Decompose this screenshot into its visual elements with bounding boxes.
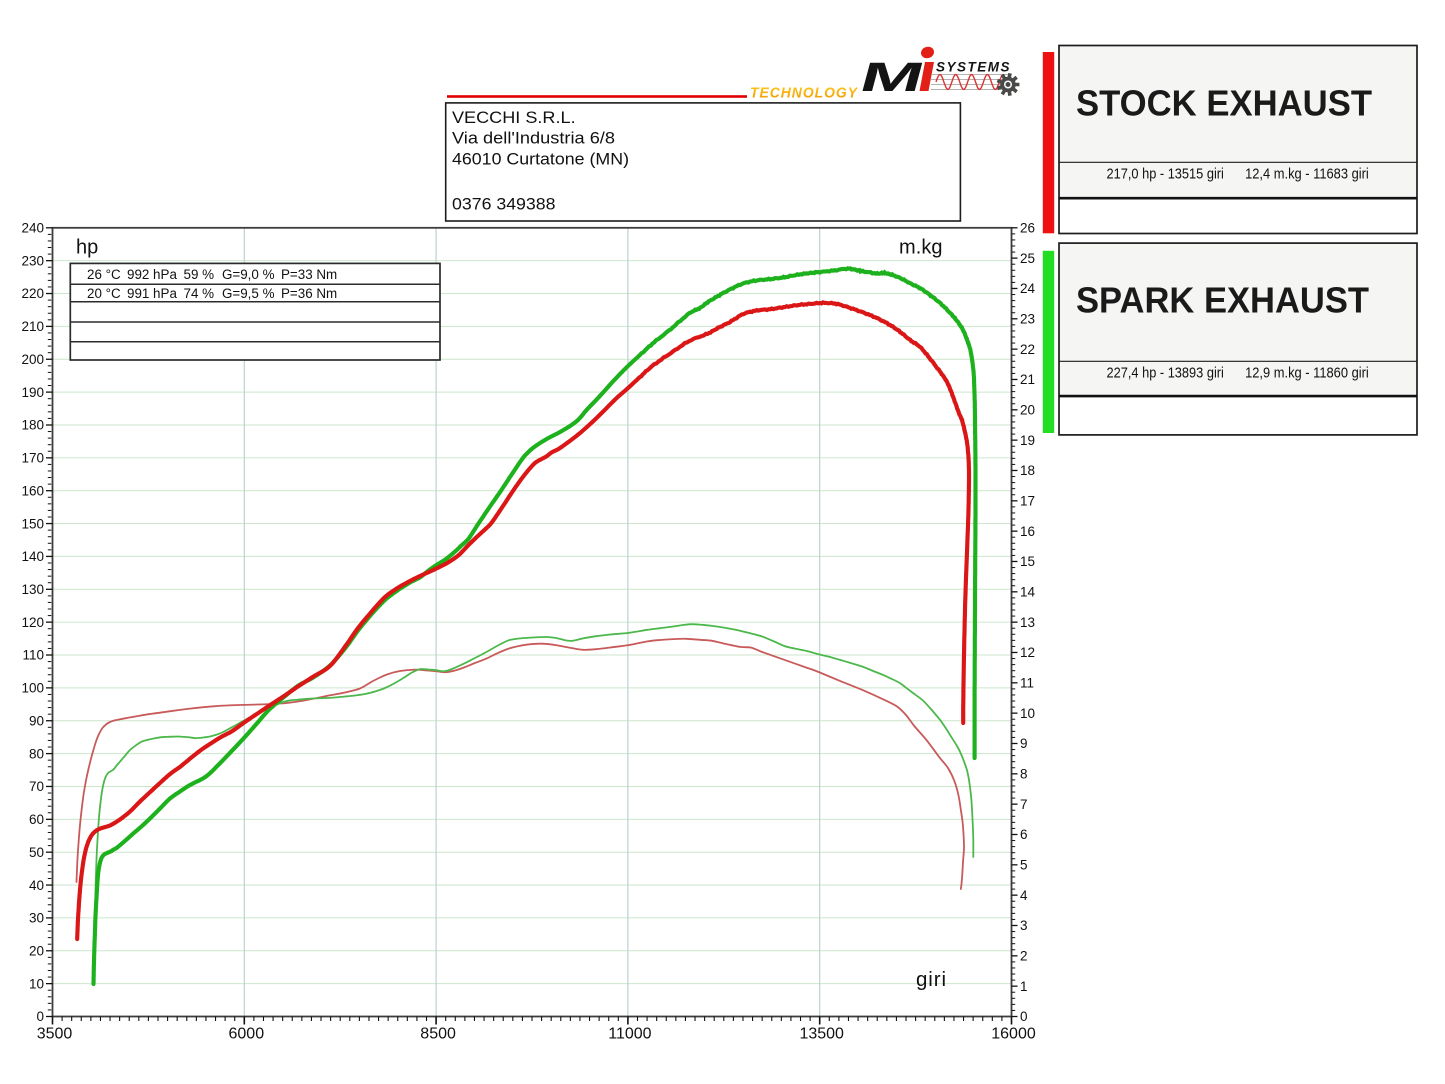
- svg-text:190: 190: [21, 385, 44, 400]
- svg-text:M: M: [855, 54, 929, 100]
- svg-text:240: 240: [21, 221, 44, 236]
- svg-text:P=36 Nm: P=36 Nm: [281, 286, 337, 301]
- svg-text:992 hPa: 992 hPa: [127, 267, 177, 282]
- svg-text:80: 80: [29, 746, 44, 761]
- svg-text:130: 130: [21, 582, 44, 597]
- svg-text:20: 20: [29, 944, 44, 959]
- svg-text:30: 30: [29, 911, 44, 926]
- svg-text:14: 14: [1020, 585, 1036, 600]
- svg-text:12: 12: [1020, 645, 1035, 660]
- svg-text:0: 0: [1020, 1009, 1028, 1024]
- svg-text:40: 40: [29, 878, 44, 893]
- svg-text:160: 160: [21, 483, 44, 498]
- svg-text:3500: 3500: [37, 1026, 73, 1043]
- svg-text:100: 100: [21, 681, 44, 696]
- svg-text:110: 110: [22, 648, 44, 663]
- svg-text:180: 180: [21, 418, 44, 433]
- svg-text:19: 19: [1020, 433, 1035, 448]
- svg-text:10: 10: [1020, 706, 1035, 721]
- svg-text:11: 11: [1020, 676, 1034, 691]
- svg-text:G=9,0 %: G=9,0 %: [222, 267, 275, 282]
- svg-text:220: 220: [21, 286, 44, 301]
- svg-text:12,4 m.kg - 11683 giri: 12,4 m.kg - 11683 giri: [1245, 167, 1369, 183]
- svg-text:18: 18: [1020, 463, 1035, 478]
- svg-text:25: 25: [1020, 251, 1035, 266]
- svg-text:24: 24: [1020, 281, 1036, 296]
- svg-text:P=33 Nm: P=33 Nm: [281, 267, 337, 282]
- svg-text:26 °C: 26 °C: [87, 267, 121, 282]
- svg-text:170: 170: [21, 451, 44, 466]
- svg-text:16: 16: [1020, 524, 1035, 539]
- svg-text:9: 9: [1020, 736, 1028, 751]
- svg-text:20: 20: [1020, 403, 1035, 418]
- svg-text:70: 70: [29, 779, 44, 794]
- svg-text:140: 140: [21, 549, 44, 564]
- svg-text:227,4 hp - 13893 giri: 227,4 hp - 13893 giri: [1107, 365, 1224, 381]
- svg-text:1: 1: [1020, 979, 1028, 994]
- svg-text:46010 Curtatone (MN): 46010 Curtatone (MN): [452, 150, 629, 169]
- svg-text:4: 4: [1020, 888, 1028, 903]
- svg-text:3: 3: [1020, 918, 1028, 933]
- svg-text:G=9,5 %: G=9,5 %: [222, 286, 275, 301]
- svg-text:7: 7: [1020, 797, 1028, 812]
- svg-text:16000: 16000: [991, 1026, 1036, 1043]
- svg-text:60: 60: [29, 812, 44, 827]
- svg-text:SYSTEMS: SYSTEMS: [936, 60, 1010, 75]
- svg-text:15: 15: [1020, 554, 1035, 569]
- svg-text:26: 26: [1020, 221, 1035, 236]
- svg-text:SPARK EXHAUST: SPARK EXHAUST: [1076, 280, 1369, 321]
- svg-text:VECCHI S.R.L.: VECCHI S.R.L.: [452, 108, 576, 127]
- svg-text:74 %: 74 %: [184, 286, 215, 301]
- svg-text:50: 50: [29, 845, 44, 860]
- svg-text:210: 210: [21, 319, 44, 334]
- svg-text:giri: giri: [916, 968, 946, 991]
- svg-text:0376 349388: 0376 349388: [452, 195, 556, 214]
- svg-text:6: 6: [1020, 827, 1028, 842]
- svg-text:217,0 hp - 13515 giri: 217,0 hp - 13515 giri: [1107, 167, 1224, 183]
- svg-text:TECHNOLOGY: TECHNOLOGY: [750, 86, 858, 102]
- svg-text:m.kg: m.kg: [899, 237, 943, 259]
- svg-text:21: 21: [1020, 372, 1035, 387]
- svg-text:90: 90: [29, 713, 44, 728]
- svg-text:59 %: 59 %: [184, 267, 215, 282]
- svg-text:991 hPa: 991 hPa: [127, 286, 177, 301]
- svg-text:230: 230: [21, 253, 44, 268]
- svg-text:150: 150: [21, 516, 44, 531]
- svg-text:200: 200: [21, 352, 44, 367]
- svg-text:10: 10: [29, 976, 44, 991]
- svg-text:13500: 13500: [799, 1026, 844, 1043]
- svg-text:120: 120: [21, 615, 44, 630]
- svg-text:8500: 8500: [420, 1026, 456, 1043]
- svg-text:STOCK EXHAUST: STOCK EXHAUST: [1076, 83, 1372, 124]
- svg-text:12,9 m.kg - 11860 giri: 12,9 m.kg - 11860 giri: [1245, 365, 1369, 381]
- svg-text:Via dell'Industria 6/8: Via dell'Industria 6/8: [452, 129, 615, 148]
- svg-text:5: 5: [1020, 858, 1028, 873]
- svg-text:0: 0: [36, 1009, 44, 1024]
- svg-text:2: 2: [1020, 949, 1028, 964]
- svg-text:11000: 11000: [608, 1026, 651, 1043]
- svg-text:13: 13: [1020, 615, 1035, 630]
- svg-text:20 °C: 20 °C: [87, 286, 121, 301]
- svg-text:22: 22: [1020, 342, 1035, 357]
- svg-text:hp: hp: [76, 237, 98, 259]
- svg-text:23: 23: [1020, 312, 1035, 327]
- svg-text:8: 8: [1020, 767, 1028, 782]
- svg-text:6000: 6000: [229, 1026, 265, 1043]
- svg-text:17: 17: [1020, 494, 1035, 509]
